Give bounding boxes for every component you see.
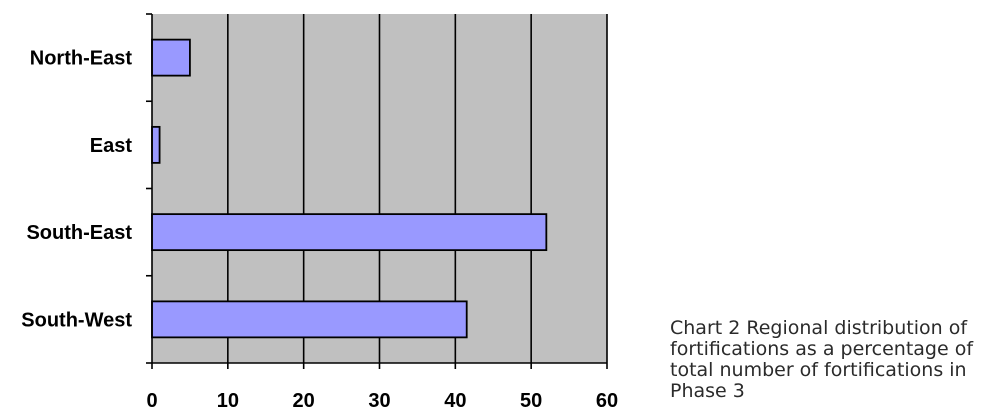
bar-south-west xyxy=(152,301,467,337)
x-tick-label: 40 xyxy=(444,390,466,412)
x-tick-label: 60 xyxy=(596,390,618,412)
category-label: East xyxy=(90,135,133,157)
chart-caption: Chart 2 Regional distribution of fortifi… xyxy=(670,318,988,402)
bar-north-east xyxy=(152,40,190,76)
category-label: North-East xyxy=(30,48,133,70)
bar-east xyxy=(152,127,160,163)
x-tick-label: 10 xyxy=(217,390,239,412)
category-label: South-East xyxy=(26,222,132,244)
x-tick-label: 20 xyxy=(293,390,315,412)
category-label: South-West xyxy=(21,309,132,331)
x-tick-label: 30 xyxy=(368,390,390,412)
x-tick-label: 0 xyxy=(146,390,157,412)
x-tick-label: 50 xyxy=(520,390,542,412)
bar-south-east xyxy=(152,214,546,250)
